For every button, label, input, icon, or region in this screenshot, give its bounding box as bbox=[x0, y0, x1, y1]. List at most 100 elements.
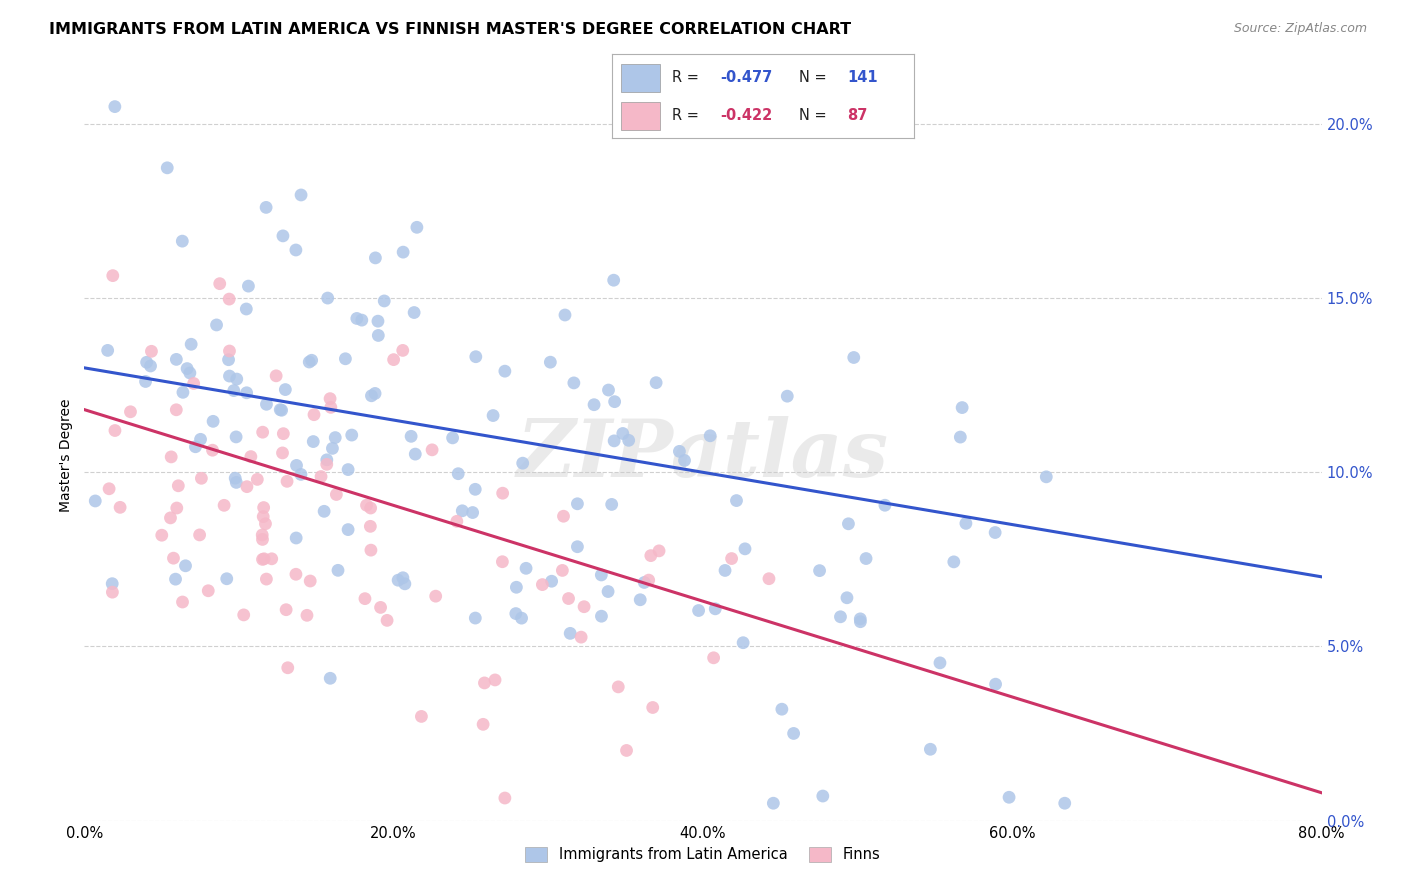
Point bbox=[699, 429, 721, 443]
Point bbox=[950, 401, 973, 415]
Point bbox=[135, 375, 157, 389]
Point bbox=[139, 359, 162, 373]
Point bbox=[776, 389, 799, 403]
Point bbox=[491, 555, 513, 569]
Point bbox=[704, 602, 727, 616]
Point bbox=[239, 450, 262, 464]
Point bbox=[346, 311, 368, 326]
Point bbox=[256, 397, 278, 411]
Point bbox=[668, 444, 690, 458]
Point bbox=[560, 626, 582, 640]
Point bbox=[302, 434, 325, 449]
Point bbox=[225, 475, 247, 490]
Point bbox=[271, 446, 294, 460]
Point bbox=[252, 509, 274, 524]
Point bbox=[319, 392, 342, 406]
Point bbox=[392, 245, 415, 260]
Point bbox=[572, 599, 595, 614]
Point bbox=[394, 577, 416, 591]
Point bbox=[406, 220, 429, 235]
Point bbox=[531, 577, 554, 591]
Text: IMMIGRANTS FROM LATIN AMERICA VS FINNISH MASTER'S DEGREE CORRELATION CHART: IMMIGRANTS FROM LATIN AMERICA VS FINNISH… bbox=[49, 22, 852, 37]
Point bbox=[603, 434, 626, 448]
Point bbox=[218, 352, 240, 367]
Point bbox=[190, 433, 212, 447]
Point bbox=[188, 528, 211, 542]
Point bbox=[179, 366, 201, 380]
Point bbox=[538, 355, 561, 369]
Point bbox=[849, 612, 872, 626]
Point bbox=[551, 563, 574, 577]
Point bbox=[762, 796, 785, 810]
Point bbox=[505, 607, 527, 621]
Point bbox=[1035, 470, 1057, 484]
Point bbox=[321, 442, 343, 456]
Point bbox=[688, 603, 710, 617]
Point bbox=[461, 506, 484, 520]
Point bbox=[364, 251, 387, 265]
Point bbox=[842, 351, 865, 365]
Point bbox=[929, 656, 952, 670]
Point bbox=[404, 447, 426, 461]
Point bbox=[474, 676, 496, 690]
Point bbox=[271, 228, 294, 243]
Point bbox=[253, 551, 276, 566]
Point bbox=[849, 615, 872, 629]
Text: N =: N = bbox=[799, 108, 831, 123]
Point bbox=[447, 467, 470, 481]
Point bbox=[284, 243, 307, 257]
Point bbox=[201, 443, 224, 458]
Point bbox=[472, 717, 495, 731]
Point bbox=[645, 376, 668, 390]
Point bbox=[464, 483, 486, 497]
Point bbox=[212, 499, 235, 513]
Point bbox=[607, 680, 630, 694]
Point bbox=[120, 405, 142, 419]
Point bbox=[404, 305, 426, 319]
Point bbox=[285, 531, 308, 545]
Point bbox=[284, 567, 307, 582]
Point bbox=[108, 500, 131, 515]
Point bbox=[276, 475, 298, 489]
Point bbox=[174, 558, 197, 573]
Point bbox=[218, 292, 240, 306]
Point bbox=[350, 313, 373, 327]
Text: Source: ZipAtlas.com: Source: ZipAtlas.com bbox=[1233, 22, 1367, 36]
Point bbox=[218, 344, 240, 359]
Text: R =: R = bbox=[672, 70, 703, 85]
Point bbox=[165, 572, 187, 586]
Point bbox=[441, 431, 464, 445]
Point bbox=[830, 609, 852, 624]
Point bbox=[202, 414, 225, 428]
Point bbox=[375, 613, 398, 627]
Point bbox=[290, 467, 312, 482]
Point bbox=[998, 790, 1021, 805]
Point bbox=[315, 458, 337, 472]
Point bbox=[492, 486, 515, 500]
Point bbox=[314, 504, 336, 518]
Point bbox=[855, 551, 877, 566]
Point bbox=[391, 343, 413, 358]
Text: -0.477: -0.477 bbox=[720, 70, 773, 85]
Point bbox=[236, 480, 259, 494]
Point bbox=[172, 595, 194, 609]
Point bbox=[315, 453, 337, 467]
Point bbox=[254, 201, 277, 215]
Point bbox=[97, 343, 120, 358]
Point bbox=[633, 575, 655, 590]
Point bbox=[770, 702, 793, 716]
Point bbox=[360, 389, 382, 403]
Point bbox=[714, 564, 737, 578]
Point bbox=[302, 408, 325, 422]
Point bbox=[554, 308, 576, 322]
Point bbox=[84, 494, 107, 508]
Point bbox=[319, 671, 342, 685]
Point bbox=[270, 403, 292, 417]
Point bbox=[101, 585, 124, 599]
Point bbox=[484, 673, 506, 687]
Point bbox=[235, 301, 257, 316]
Point bbox=[569, 630, 592, 644]
Point bbox=[295, 608, 318, 623]
Point bbox=[617, 434, 640, 448]
Point bbox=[252, 425, 274, 440]
